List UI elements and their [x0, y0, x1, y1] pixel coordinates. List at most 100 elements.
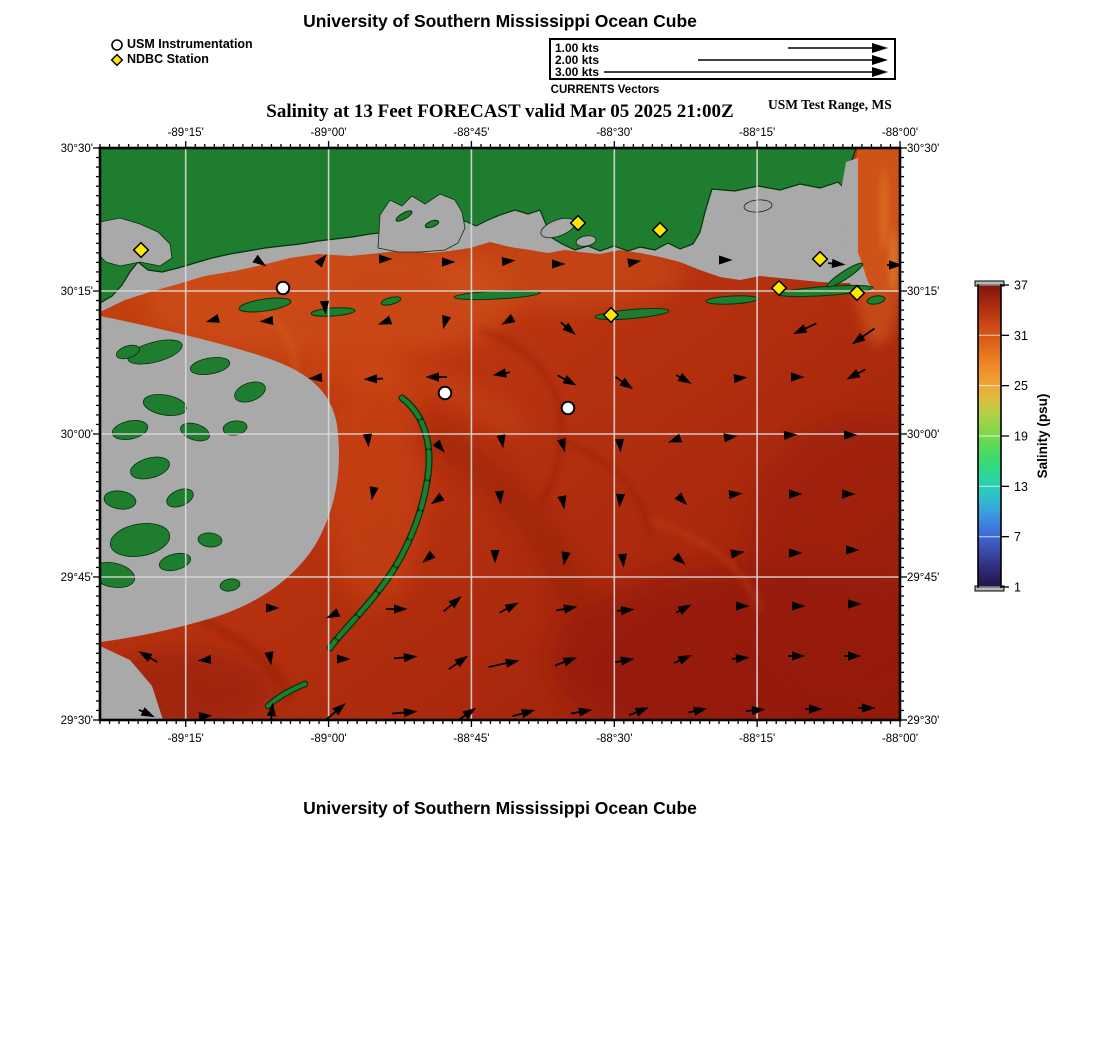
current-arrow — [571, 707, 593, 717]
current-arrow — [501, 256, 516, 267]
usm-circle-icon — [111, 38, 123, 51]
legend-row-usm: USM Instrumentation — [110, 37, 253, 52]
ndbc-station-marker — [811, 250, 829, 268]
current-arrow-head — [425, 372, 439, 382]
current-arrow-head — [394, 604, 408, 614]
current-arrow-head — [332, 703, 346, 716]
current-arrow-head — [562, 375, 577, 386]
current-arrow-head — [462, 707, 477, 720]
current-arrow — [266, 603, 280, 613]
current-arrow — [628, 707, 649, 717]
current-arrow — [379, 254, 393, 264]
current-arrow — [731, 653, 750, 664]
salinity-colorbar: 37 31 25 19 13 7 1 Salinity (psu) — [974, 279, 1050, 595]
current-arrow-head — [617, 553, 628, 568]
current-arrow-head — [751, 705, 766, 716]
current-arrow — [688, 706, 708, 716]
current-arrow-head — [848, 599, 862, 609]
current-arrow — [844, 651, 862, 661]
current-arrow-head — [264, 651, 274, 666]
current-arrow — [496, 434, 506, 449]
colorbar-axis-label: Salinity (psu) — [1035, 394, 1050, 479]
lon-label-bottom: -89°15' — [168, 733, 204, 745]
colorbar-tick-label: 37 — [1014, 279, 1028, 293]
current-arrow — [205, 314, 220, 323]
current-arrow-head — [842, 489, 856, 499]
current-arrow — [369, 486, 379, 501]
colorbar-tick-label: 13 — [1014, 480, 1028, 494]
current-arrow-head — [667, 433, 683, 443]
ndbc-station-marker — [848, 284, 866, 302]
vector-scale-row-2: 2.00 kts — [555, 52, 890, 67]
lon-label-bottom: -88°30' — [596, 733, 632, 745]
current-arrow-head — [619, 377, 634, 390]
lon-label-top: -89°00' — [310, 127, 346, 139]
lat-label-right: 30°00' — [907, 429, 939, 441]
current-arrow-head — [791, 372, 805, 382]
current-arrow-head — [266, 702, 277, 717]
current-arrow-head — [615, 493, 626, 508]
current-arrow — [733, 373, 748, 384]
current-arrow — [557, 495, 567, 510]
graticule — [100, 148, 900, 720]
current-arrow-head — [448, 596, 462, 609]
page-title: University of Southern Mississippi Ocean… — [303, 11, 697, 31]
mobile-bay-shore-mask — [840, 158, 875, 292]
current-arrow-head — [430, 492, 445, 505]
current-arrow-head — [862, 703, 876, 713]
current-arrow-head — [620, 656, 635, 666]
current-arrow — [337, 654, 351, 664]
current-arrow-head — [733, 373, 748, 384]
current-arrow — [512, 709, 536, 718]
current-arrow — [448, 655, 469, 670]
vector-scale-label-3: 3.00 kts — [555, 64, 600, 79]
current-arrow — [615, 376, 634, 390]
current-arrow-head — [889, 260, 900, 270]
current-arrow — [557, 374, 577, 386]
current-arrow-head — [730, 549, 745, 559]
vector-scale-row-3: 3.00 kts — [555, 64, 890, 79]
colorbar-tick-label: 1 — [1014, 581, 1021, 595]
legend-usm-label: USM Instrumentation — [127, 37, 253, 51]
current-arrow — [844, 430, 858, 440]
current-arrow-head — [492, 368, 507, 378]
ndbc-station-marker — [569, 214, 587, 232]
current-arrow — [827, 258, 846, 269]
current-arrow-head — [377, 315, 393, 325]
ndbc-station-marker — [770, 279, 788, 297]
current-arrow-head — [736, 601, 750, 611]
current-arrow-head — [557, 495, 567, 510]
current-arrow — [363, 374, 384, 384]
lon-label-top: -88°30' — [596, 127, 632, 139]
current-arrow-head — [792, 651, 806, 661]
breton-island-fill — [266, 682, 307, 708]
colorbar-tick-label: 31 — [1014, 329, 1028, 343]
current-arrow — [675, 373, 692, 384]
mobile-bay-water — [854, 148, 900, 292]
current-arrow-head — [308, 372, 323, 383]
legend-ndbc-label: NDBC Station — [127, 52, 209, 66]
current-arrow-head — [728, 489, 743, 500]
current-arrow — [730, 549, 745, 559]
current-arrow-head — [138, 651, 153, 662]
forecast-subtitle: Salinity at 13 Feet FORECAST valid Mar 0… — [266, 101, 734, 122]
current-arrow-head — [792, 601, 806, 611]
vector-scale-label-2: 2.00 kts — [555, 52, 600, 67]
lon-label-bottom: -88°45' — [453, 733, 489, 745]
vector-scale-arrowhead — [872, 42, 888, 53]
test-range-label: USM Test Range, MS — [768, 97, 892, 112]
current-arrow — [557, 438, 566, 453]
current-arrow — [842, 489, 856, 499]
current-arrow — [138, 651, 158, 663]
lat-label-left: 30°30' — [61, 143, 93, 155]
current-arrow-head — [504, 602, 519, 613]
current-arrow-head — [674, 492, 688, 506]
lon-label-top: -89°15' — [168, 127, 204, 139]
lon-label-top: -88°00' — [882, 127, 918, 139]
current-arrow — [443, 596, 462, 612]
current-arrow-head — [403, 707, 418, 718]
lon-label-top: -88°45' — [453, 127, 489, 139]
current-arrow — [362, 433, 373, 448]
current-arrow — [264, 651, 274, 666]
current-arrow — [675, 604, 692, 615]
